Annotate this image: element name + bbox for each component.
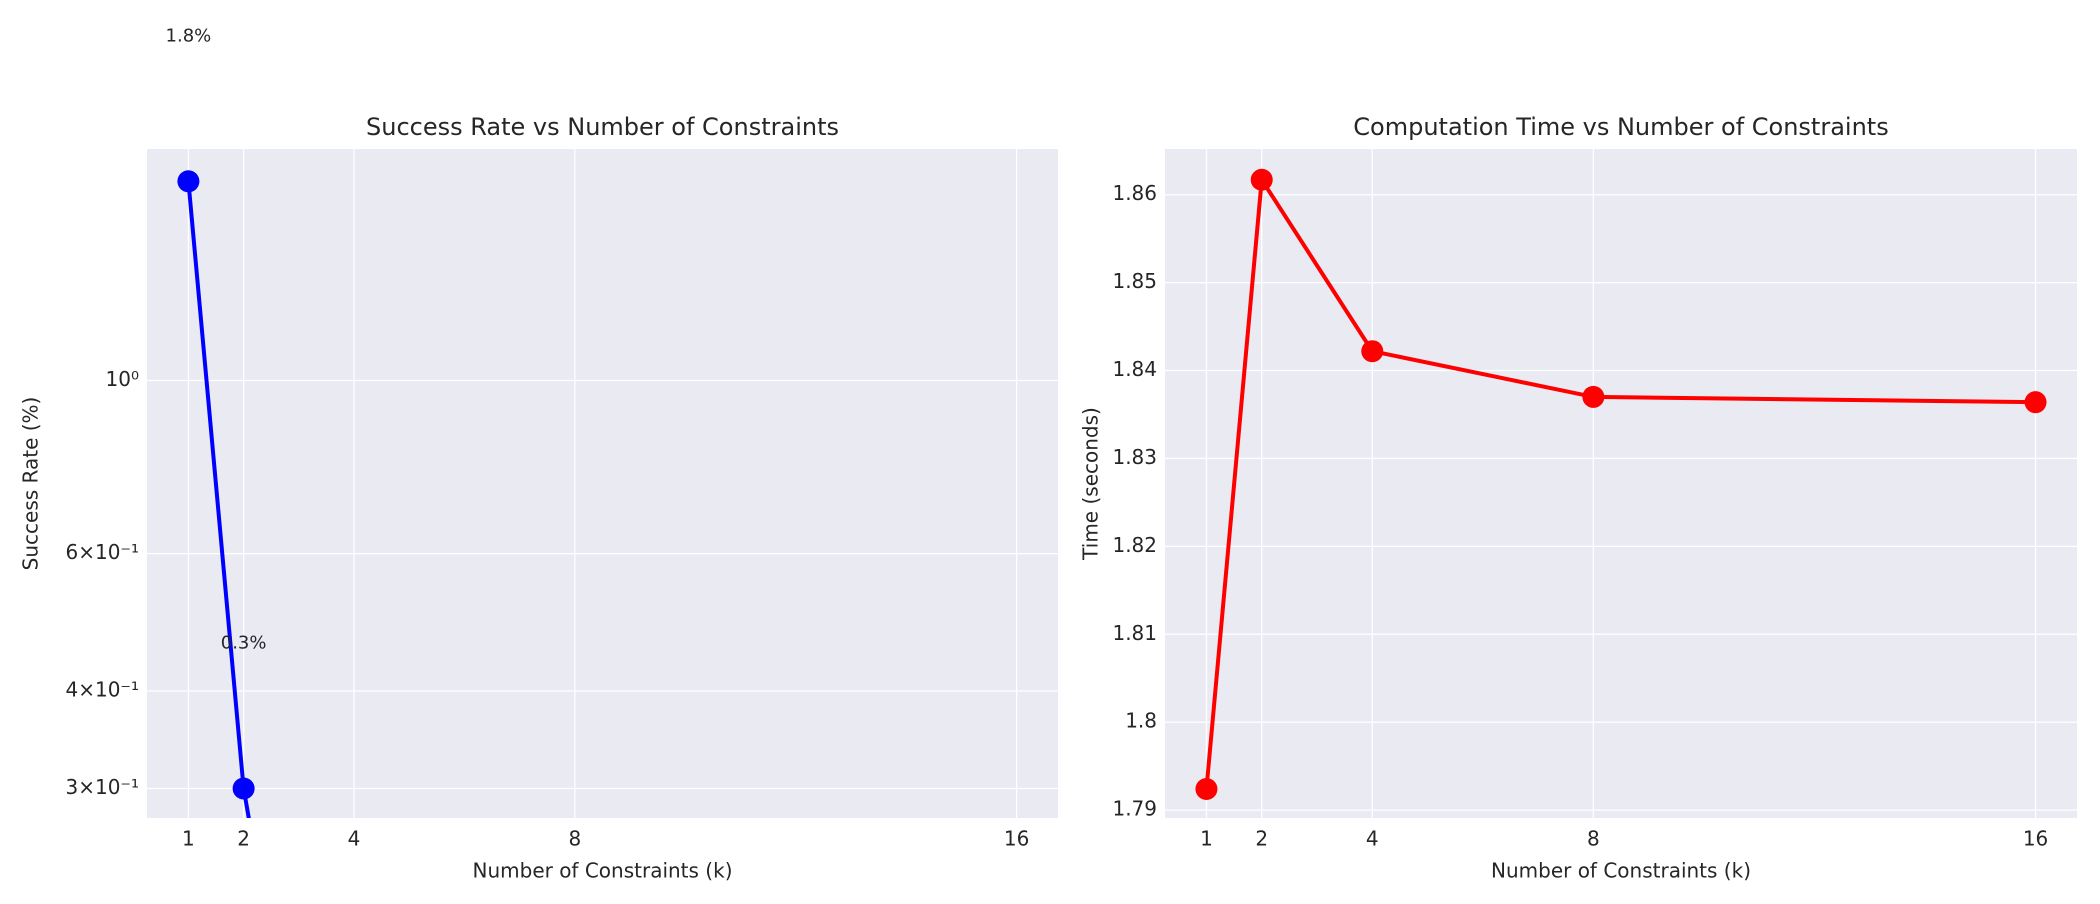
x-tick-label: 2 (237, 827, 250, 851)
data-point (1582, 385, 1605, 408)
y-axis-label: Success Rate (%) (19, 397, 43, 571)
data-point (2024, 391, 2047, 414)
x-tick-label: 2 (1255, 827, 1268, 851)
data-line (186, 181, 251, 818)
y-tick-label: 1.79 (1112, 797, 1157, 821)
x-axis-label: Number of Constraints (k) (1491, 859, 1751, 883)
y-axis-label: Time (seconds) (1079, 407, 1103, 561)
x-tick-label: 8 (1587, 827, 1600, 851)
y-tick-label: 1.83 (1112, 445, 1157, 469)
x-tick-label: 16 (2023, 827, 2048, 851)
y-tick-label: 4×10⁻¹ (65, 678, 139, 702)
x-tick-label: 16 (1004, 827, 1029, 851)
data-point (1250, 168, 1273, 191)
y-tick-label: 10⁰ (106, 367, 139, 391)
series (177, 170, 255, 818)
chart-title: Success Rate vs Number of Constraints (366, 113, 839, 141)
x-tick-label: 4 (1366, 827, 1379, 851)
data-point (1195, 777, 1218, 800)
y-tick-label: 6×10⁻¹ (65, 540, 139, 564)
data-label: 1.8% (166, 25, 212, 46)
x-tick-label: 4 (348, 827, 361, 851)
y-tick-label: 3×10⁻¹ (65, 775, 139, 799)
data-label: 0.3% (221, 633, 267, 654)
series (1195, 168, 2047, 800)
y-tick-label: 1.84 (1112, 357, 1157, 381)
y-tick-label: 1.81 (1112, 621, 1157, 645)
y-tick-label: 1.8 (1125, 709, 1157, 733)
y-tick-label: 1.82 (1112, 533, 1157, 557)
x-tick-label: 1 (182, 827, 195, 851)
y-tick-label: 1.85 (1112, 269, 1157, 293)
data-point (1361, 340, 1384, 363)
y-tick-label: 1.86 (1112, 181, 1157, 205)
x-tick-label: 1 (1200, 827, 1213, 851)
x-tick-label: 8 (569, 827, 582, 851)
plot-area (1165, 149, 2077, 818)
plot-area (147, 149, 1058, 818)
data-point (232, 777, 255, 800)
chart-title: Computation Time vs Number of Constraint… (1353, 113, 1888, 141)
data-point (177, 170, 200, 193)
x-axis-label: Number of Constraints (k) (473, 859, 733, 883)
